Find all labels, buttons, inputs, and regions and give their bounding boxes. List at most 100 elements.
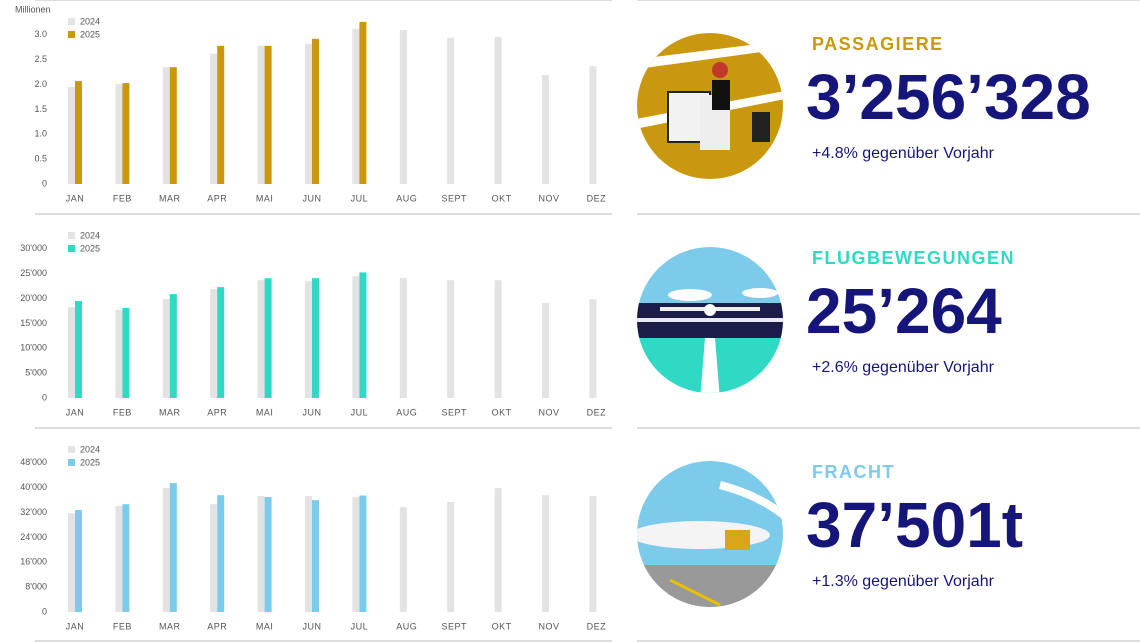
legend-label: 2024 <box>80 444 100 454</box>
x-tick-label: SEPT <box>441 621 467 631</box>
bar <box>122 504 130 612</box>
y-tick-label: 0 <box>42 178 47 188</box>
stat-title: FLUGBEWEGUNGEN <box>812 248 1015 268</box>
x-tick-label: AUG <box>396 193 417 203</box>
x-tick-label: JAN <box>66 621 85 631</box>
bar <box>542 303 549 398</box>
x-tick-label: MAR <box>159 407 181 417</box>
x-tick-label: NOV <box>538 407 559 417</box>
x-tick-label: SEPT <box>441 193 467 203</box>
cargo-illustration <box>637 461 783 607</box>
bar <box>169 67 177 184</box>
bar <box>312 500 319 612</box>
bar <box>68 307 75 398</box>
bar <box>75 301 82 398</box>
legend-label: 2025 <box>80 29 100 39</box>
x-tick-label: DEZ <box>587 621 607 631</box>
bar <box>312 38 319 184</box>
bar <box>447 37 455 185</box>
x-tick-label: JUN <box>303 621 322 631</box>
bar <box>115 310 123 398</box>
x-tick-label: SEPT <box>441 407 467 417</box>
bar <box>589 299 597 398</box>
bar <box>257 496 265 612</box>
y-tick-label: 1.5 <box>34 104 47 114</box>
aircraft-illustration <box>637 247 783 393</box>
x-tick-label: OKT <box>492 193 512 203</box>
y-tick-label: 0 <box>42 606 47 616</box>
y-tick-label: 25'000 <box>20 268 47 278</box>
bar <box>447 280 455 398</box>
bar <box>352 28 360 184</box>
stat-title: FRACHT <box>812 462 895 482</box>
x-tick-label: MAR <box>159 193 181 203</box>
x-tick-label: APR <box>207 407 227 417</box>
x-tick-label: FEB <box>113 407 132 417</box>
legend-swatch <box>68 459 75 466</box>
bar <box>399 29 407 185</box>
bar <box>399 507 407 612</box>
bar <box>162 488 170 612</box>
bar <box>162 299 170 398</box>
bar <box>542 75 549 184</box>
legend-label: 2025 <box>80 457 100 467</box>
stat-value: 25’264 <box>806 275 1002 347</box>
bar <box>359 272 367 398</box>
bar <box>352 497 360 612</box>
bar <box>494 280 502 398</box>
stat-value: 37’501t <box>806 489 1023 561</box>
bar <box>210 504 218 612</box>
x-tick-label: OKT <box>492 407 512 417</box>
stat-value: 3’256’328 <box>806 61 1091 133</box>
bar <box>257 280 265 398</box>
bar <box>122 308 130 398</box>
x-tick-label: MAI <box>256 621 274 631</box>
bar <box>494 488 502 612</box>
stat-title: PASSAGIERE <box>812 34 944 54</box>
x-tick-label: DEZ <box>587 193 607 203</box>
legend-swatch <box>68 232 75 239</box>
y-tick-label: 10'000 <box>20 343 47 353</box>
bar <box>264 278 272 398</box>
legend-swatch <box>68 18 75 25</box>
y-tick-label: 1.0 <box>34 129 47 139</box>
legend-label: 2024 <box>80 230 100 240</box>
bar <box>75 510 82 612</box>
bar <box>122 83 130 184</box>
x-tick-label: AUG <box>396 407 417 417</box>
x-tick-label: NOV <box>538 621 559 631</box>
x-tick-label: MAI <box>256 193 274 203</box>
bar <box>169 483 177 612</box>
y-tick-label: 2.5 <box>34 54 47 64</box>
x-tick-label: MAR <box>159 621 181 631</box>
stat-change: +1.3% gegenüber Vorjahr <box>812 573 995 590</box>
x-tick-label: JUL <box>351 621 369 631</box>
bar <box>217 495 225 612</box>
bar <box>264 497 272 612</box>
legend-label: 2024 <box>80 16 100 26</box>
bar <box>589 496 597 612</box>
x-tick-label: JAN <box>66 193 85 203</box>
y-tick-label: 40'000 <box>20 482 47 492</box>
y-tick-label: 24'000 <box>20 532 47 542</box>
y-tick-label: 48'000 <box>20 457 47 467</box>
y-tick-label: 15'000 <box>20 318 47 328</box>
stat-change: +4.8% gegenüber Vorjahr <box>812 145 995 162</box>
passenger-illustration <box>637 33 783 179</box>
x-tick-label: FEB <box>113 621 132 631</box>
bar <box>305 43 312 185</box>
bar <box>312 278 319 398</box>
bar <box>494 36 502 184</box>
bar <box>210 53 218 185</box>
x-tick-label: JUL <box>351 407 369 417</box>
bar <box>359 495 367 612</box>
y-tick-label: 20'000 <box>20 293 47 303</box>
bar <box>115 506 123 612</box>
bar <box>359 21 367 185</box>
x-tick-label: NOV <box>538 193 559 203</box>
y-tick-label: 2.0 <box>34 79 47 89</box>
bar <box>264 45 272 185</box>
y-tick-label: 16'000 <box>20 557 47 567</box>
x-tick-label: OKT <box>492 621 512 631</box>
legend-label: 2025 <box>80 243 100 253</box>
